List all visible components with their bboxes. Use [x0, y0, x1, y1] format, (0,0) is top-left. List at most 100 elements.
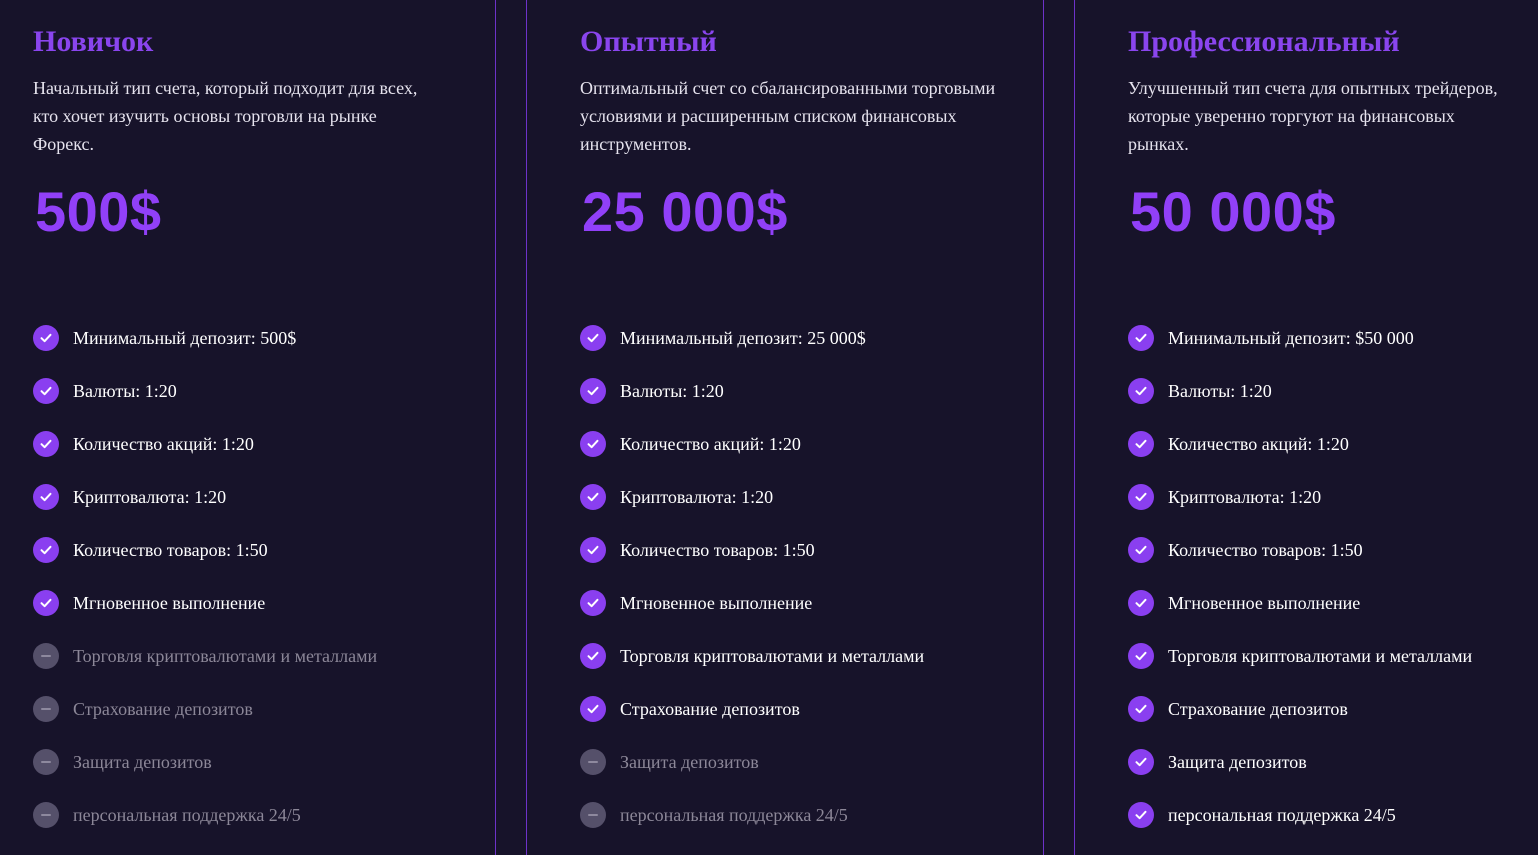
check-circle-icon	[1128, 536, 1154, 563]
feature-item: Мгновенное выполнение	[580, 576, 924, 629]
plan-title: Профессиональный	[1128, 25, 1400, 58]
feature-label: Количество товаров: 1:50	[620, 539, 815, 560]
feature-item: Страхование депозитов	[1128, 682, 1472, 735]
feature-list: Минимальный депозит: 500$ Валюты: 1:20 Кол…	[33, 311, 377, 841]
feature-label: Мгновенное выполнение	[73, 592, 266, 613]
feature-item: Количество акций: 1:20	[580, 417, 924, 470]
check-circle-icon	[1128, 695, 1154, 722]
feature-item: Минимальный депозит: $50 000	[1128, 311, 1472, 364]
feature-label: Валюты: 1:20	[1168, 380, 1272, 401]
check-circle-icon	[33, 324, 59, 351]
plan-description: Улучшенный тип счета для опытных трейдер…	[1128, 78, 1498, 154]
feature-item: Количество акций: 1:20	[1128, 417, 1472, 470]
minus-circle-icon	[33, 695, 59, 722]
feature-item: Мгновенное выполнение	[1128, 576, 1472, 629]
check-circle-icon	[580, 589, 606, 616]
feature-item: Валюты: 1:20	[580, 364, 924, 417]
feature-label: Торговля криптовалютами и металлами	[1168, 645, 1473, 666]
feature-item: Криптовалюта: 1:20	[580, 470, 924, 523]
feature-label: персональная поддержка 24/5	[620, 804, 848, 825]
check-circle-icon	[1128, 377, 1154, 404]
check-circle-icon	[33, 430, 59, 457]
feature-label: Минимальный депозит: $50 000	[1168, 327, 1414, 348]
feature-item: Торговля криптовалютами и металлами	[580, 629, 924, 682]
minus-circle-icon	[33, 748, 59, 775]
feature-item: Защита депозитов	[1128, 735, 1472, 788]
check-circle-icon	[33, 483, 59, 510]
feature-label: Мгновенное выполнение	[620, 592, 813, 613]
feature-item: персональная поддержка 24/5	[580, 788, 924, 841]
feature-label: Страхование депозитов	[620, 698, 800, 719]
feature-item: Минимальный депозит: 25 000$	[580, 311, 924, 364]
feature-label: Страхование депозитов	[73, 698, 253, 719]
plan-experienced: Опытный Оптимальный счет со сбалансирова…	[580, 0, 1020, 855]
feature-label: персональная поддержка 24/5	[1168, 804, 1396, 825]
column-divider	[495, 0, 496, 855]
feature-item: Торговля криптовалютами и металлами	[1128, 629, 1472, 682]
check-circle-icon	[1128, 483, 1154, 510]
feature-label: Защита депозитов	[73, 751, 212, 772]
feature-label: Валюты: 1:20	[620, 380, 724, 401]
check-circle-icon	[580, 695, 606, 722]
feature-item: Страхование депозитов	[33, 682, 377, 735]
check-circle-icon	[580, 430, 606, 457]
plan-description: Начальный тип счета, который подходит дл…	[33, 78, 418, 154]
feature-label: Криптовалюта: 1:20	[620, 486, 774, 507]
feature-label: Торговля криптовалютами и металлами	[73, 645, 378, 666]
feature-item: Количество товаров: 1:50	[33, 523, 377, 576]
feature-label: Торговля криптовалютами и металлами	[620, 645, 925, 666]
minus-circle-icon	[33, 642, 59, 669]
feature-item: Мгновенное выполнение	[33, 576, 377, 629]
check-circle-icon	[1128, 748, 1154, 775]
check-circle-icon	[1128, 324, 1154, 351]
feature-label: Количество акций: 1:20	[620, 433, 801, 454]
column-divider	[1074, 0, 1075, 855]
column-divider	[526, 0, 527, 855]
feature-item: Криптовалюта: 1:20	[33, 470, 377, 523]
feature-item: Количество акций: 1:20	[33, 417, 377, 470]
check-circle-icon	[33, 377, 59, 404]
plan-description: Оптимальный счет со сбалансированными то…	[580, 78, 996, 154]
feature-label: Количество товаров: 1:50	[73, 539, 268, 560]
minus-circle-icon	[33, 801, 59, 828]
check-circle-icon	[1128, 589, 1154, 616]
check-circle-icon	[580, 642, 606, 669]
feature-item: Минимальный депозит: 500$	[33, 311, 377, 364]
feature-label: Страхование депозитов	[1168, 698, 1348, 719]
minus-circle-icon	[580, 748, 606, 775]
feature-item: Валюты: 1:20	[1128, 364, 1472, 417]
feature-label: Защита депозитов	[620, 751, 759, 772]
feature-item: Защита депозитов	[580, 735, 924, 788]
feature-item: Торговля криптовалютами и металлами	[33, 629, 377, 682]
check-circle-icon	[1128, 642, 1154, 669]
check-circle-icon	[580, 377, 606, 404]
feature-label: Минимальный депозит: 500$	[73, 327, 297, 348]
check-circle-icon	[33, 589, 59, 616]
feature-item: Защита депозитов	[33, 735, 377, 788]
plan-beginner: Новичок Начальный тип счета, который под…	[33, 0, 473, 855]
feature-label: персональная поддержка 24/5	[73, 804, 301, 825]
feature-list: Минимальный депозит: $50 000 Валюты: 1:20…	[1128, 311, 1472, 841]
feature-item: Количество товаров: 1:50	[580, 523, 924, 576]
feature-item: персональная поддержка 24/5	[33, 788, 377, 841]
check-circle-icon	[1128, 430, 1154, 457]
plan-price: 50 000$	[1130, 180, 1336, 243]
check-circle-icon	[580, 536, 606, 563]
column-divider	[1043, 0, 1044, 855]
check-circle-icon	[1128, 801, 1154, 828]
feature-item: Страхование депозитов	[580, 682, 924, 735]
feature-label: Минимальный депозит: 25 000$	[620, 327, 866, 348]
feature-label: Мгновенное выполнение	[1168, 592, 1361, 613]
feature-item: Криптовалюта: 1:20	[1128, 470, 1472, 523]
check-circle-icon	[580, 483, 606, 510]
feature-label: Количество акций: 1:20	[1168, 433, 1349, 454]
plan-professional: Профессиональный Улучшенный тип счета дл…	[1128, 0, 1518, 855]
check-circle-icon	[33, 536, 59, 563]
feature-item: Валюты: 1:20	[33, 364, 377, 417]
feature-label: Количество товаров: 1:50	[1168, 539, 1363, 560]
minus-circle-icon	[580, 801, 606, 828]
check-circle-icon	[580, 324, 606, 351]
feature-label: Защита депозитов	[1168, 751, 1307, 772]
feature-label: Валюты: 1:20	[73, 380, 177, 401]
